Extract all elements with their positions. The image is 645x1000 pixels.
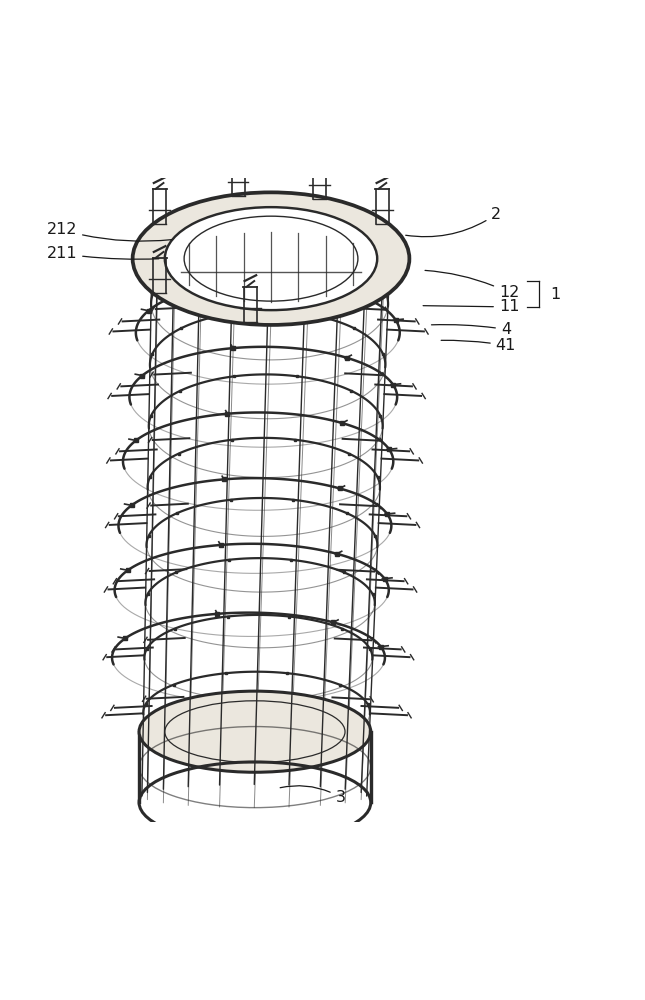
Text: 4: 4 (432, 322, 511, 337)
Ellipse shape (133, 192, 410, 325)
Text: 211: 211 (46, 246, 159, 261)
Text: 2: 2 (406, 207, 501, 237)
Text: 3: 3 (280, 786, 346, 805)
Text: 12: 12 (425, 270, 519, 300)
Text: 1: 1 (550, 287, 561, 302)
Text: 11: 11 (423, 299, 519, 314)
Ellipse shape (165, 207, 377, 310)
Ellipse shape (139, 691, 371, 772)
Text: 212: 212 (46, 222, 172, 241)
Text: 41: 41 (441, 338, 516, 353)
